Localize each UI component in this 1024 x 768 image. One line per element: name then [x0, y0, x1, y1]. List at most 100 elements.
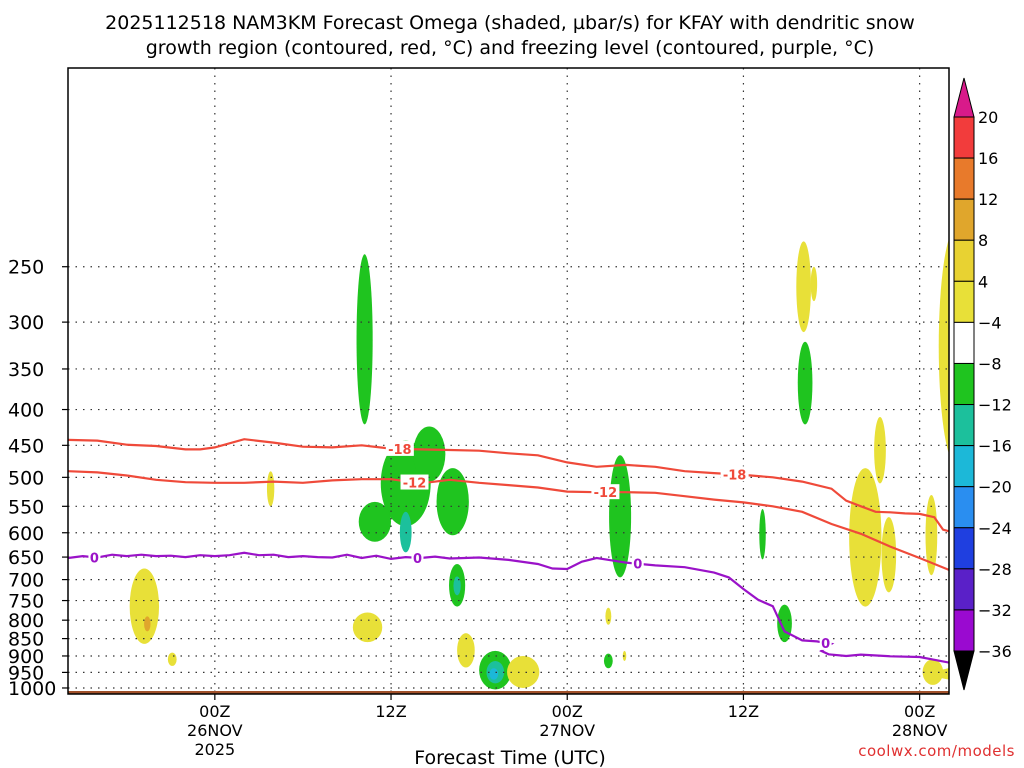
omega-region-14-val--8: [777, 604, 792, 643]
colorbar-swatch-3: [953, 239, 975, 282]
colorbar-label-1: 16: [978, 149, 998, 168]
omega-region-25-val-4: [796, 241, 811, 333]
omega-region-13-val--8: [759, 509, 766, 560]
contour-label-bg-dgz-minus18-0: [385, 440, 414, 456]
y-tick-label-250: 250: [8, 257, 44, 279]
x-tick-label-4-0: 00Z: [904, 702, 935, 721]
colorbar: 20 16 12 8 4 −4 −8 −12 −16 −20 −24 −28 −32 −36: [953, 77, 1012, 691]
x-tick-label-2-1: 27NOV: [539, 721, 595, 740]
colorbar-swatch-0: [953, 116, 975, 159]
terrain-fill: [68, 691, 949, 694]
colorbar-label-13: −36: [978, 642, 1012, 661]
omega-region-18-val-4: [167, 652, 177, 666]
plot-frame: [67, 67, 950, 695]
omega-region-27-val-4: [849, 468, 882, 607]
colorbar-swatch-9: [953, 486, 975, 529]
y-tick-label-550: 550: [8, 496, 44, 518]
contour-label-bg-dgz-minus12-0: [400, 474, 429, 490]
colorbar-label-6: −8: [978, 354, 1002, 373]
omega-region-31-val-4: [938, 238, 949, 455]
y-tick-label-950: 950: [8, 662, 44, 684]
omega-region-15-val--8: [797, 341, 813, 425]
omega-region-19-val-4: [266, 471, 275, 507]
y-axis: 2503003504004505005506006507007508008509…: [8, 257, 68, 700]
omega-region-23-val-4: [605, 607, 612, 625]
contour-label-freezing-level-1: 0: [413, 552, 422, 567]
contour-label-bg-freezing-level-0: [88, 549, 101, 565]
omega-region-22-val-4: [507, 655, 540, 688]
colorbar-swatch-6: [953, 362, 975, 406]
omega-region-0-val--8: [356, 254, 373, 425]
x-tick-label-3-0: 12Z: [728, 702, 759, 721]
omega-region-10-val--16: [489, 668, 499, 680]
contour-label-freezing-level-0: 0: [90, 551, 99, 566]
x-tick-label-0-2: 2025: [194, 740, 235, 759]
contour-dgz-minus18: [68, 438, 949, 533]
omega-region-17-val-8: [144, 616, 151, 632]
omega-region-16-val-4: [129, 568, 160, 644]
y-tick-label-600: 600: [8, 523, 44, 545]
omega-region-35-val-4: [934, 668, 949, 680]
colorbar-label-11: −28: [978, 560, 1012, 579]
colorbar-label-5: −4: [978, 313, 1002, 332]
terrain-layer: [68, 691, 949, 694]
omega-region-11-val--8: [609, 455, 632, 578]
omega-region-20-val-4: [352, 612, 383, 643]
y-tick-label-900: 900: [8, 646, 44, 668]
x-tick-label-0-0: 00Z: [199, 702, 230, 721]
contour-layer: -18 -18 -12 -12 0 0 0 0: [68, 438, 949, 664]
colorbar-swatch-11: [953, 568, 975, 611]
contour-label-bg-freezing-level-2: [631, 555, 644, 571]
contour-label-dgz-minus12-0: -12: [403, 477, 427, 492]
omega-region-34-val-4: [922, 659, 944, 685]
colorbar-swatch-4: [953, 280, 975, 323]
y-tick-label-400: 400: [8, 400, 44, 422]
y-tick-label-700: 700: [8, 570, 44, 592]
credit-text: coolwx.com/models: [858, 742, 1015, 760]
colorbar-bottom-arrow: [953, 650, 975, 691]
colorbar-swatch-8: [953, 445, 975, 488]
y-tick-label-300: 300: [8, 312, 44, 334]
y-tick-label-450: 450: [8, 435, 44, 457]
y-tick-label-750: 750: [8, 591, 44, 613]
colorbar-label-8: −16: [978, 437, 1012, 456]
colorbar-label-9: −20: [978, 478, 1012, 497]
omega-region-7-val--12: [453, 576, 461, 596]
y-tick-label-800: 800: [8, 610, 44, 632]
contour-label-dgz-minus18-0: -18: [388, 443, 412, 458]
colorbar-label-7: −12: [978, 396, 1012, 415]
colorbar-label-0: 20: [978, 108, 998, 127]
omega-region-3-val--8: [358, 501, 392, 542]
contour-label-bg-freezing-level-3: [819, 634, 832, 650]
y-tick-label-350: 350: [8, 359, 44, 381]
x-tick-label-1-0: 12Z: [375, 702, 406, 721]
colorbar-swatch-1: [953, 157, 975, 200]
colorbar-label-4: 4: [978, 272, 988, 291]
y-tick-label-500: 500: [8, 467, 44, 489]
colorbar-label-10: −24: [978, 519, 1012, 538]
contour-label-bg-freezing-level-1: [411, 549, 424, 565]
omega-region-4-val--8: [436, 468, 469, 536]
colorbar-label-2: 12: [978, 190, 998, 209]
omega-region-21-val-4: [457, 633, 475, 668]
colorbar-label-3: 8: [978, 231, 988, 250]
y-tick-label-650: 650: [8, 547, 44, 569]
chart-title-line2: growth region (contoured, red, °C) and f…: [146, 37, 875, 59]
omega-region-29-val-4: [881, 517, 897, 593]
y-tick-label-850: 850: [8, 629, 44, 651]
contour-label-bg-dgz-minus12-1: [591, 484, 620, 500]
omega-region-5-val--12: [399, 511, 412, 553]
colorbar-top-arrow: [953, 77, 975, 118]
contour-label-freezing-level-3: 0: [821, 637, 830, 652]
omega-region-2-val--8: [413, 426, 446, 482]
contour-label-dgz-minus18-1: -18: [723, 468, 747, 483]
colorbar-swatch-2: [953, 198, 975, 241]
contour-label-dgz-minus12-1: -12: [594, 486, 618, 501]
contour-dgz-minus12: [68, 470, 949, 571]
contour-label-freezing-level-2: 0: [633, 558, 642, 573]
x-tick-label-4-1: 28NOV: [892, 721, 948, 740]
x-tick-label-2-0: 00Z: [552, 702, 583, 721]
colorbar-label-12: −32: [978, 601, 1012, 620]
